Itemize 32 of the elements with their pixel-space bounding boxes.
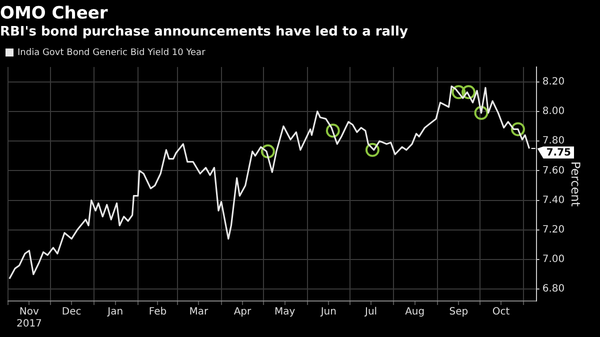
y-axis-title: Percent bbox=[568, 161, 583, 207]
point bbox=[326, 124, 340, 138]
point bbox=[462, 85, 476, 100]
chart-title: OMO Cheer bbox=[0, 4, 108, 24]
point bbox=[474, 106, 488, 120]
point bbox=[260, 144, 275, 158]
x-tick-label: Oct bbox=[492, 306, 510, 318]
y-tick-label: 7.60 bbox=[542, 165, 565, 176]
point bbox=[452, 85, 466, 100]
y-tick-label: 7.00 bbox=[542, 254, 565, 266]
legend-label: India Govt Bond Generic Bid Yield 10 Year bbox=[18, 48, 206, 58]
annotation: 7.75 bbox=[546, 148, 572, 159]
x-tick-label: Jul bbox=[364, 306, 378, 318]
point bbox=[510, 122, 525, 136]
y-tick-label: 7.40 bbox=[542, 194, 565, 206]
chart-subtitle: RBI's bond purchase announcements have led to a rally bbox=[0, 24, 408, 40]
x-tick-label: Aug bbox=[405, 306, 425, 318]
x-tick-label: Dec bbox=[62, 306, 82, 318]
y-tick-label: 7.80 bbox=[542, 136, 565, 147]
point bbox=[365, 142, 380, 157]
x-tick-label: May bbox=[274, 306, 296, 318]
y-tick-label: 8.00 bbox=[542, 106, 565, 118]
x-tick-label: Jun bbox=[320, 306, 336, 318]
x-tick-label: Sep bbox=[449, 306, 468, 318]
y-tick-label: 8.20 bbox=[542, 76, 565, 88]
y-tick-label: 6.80 bbox=[542, 284, 565, 295]
x-tick-label: Apr bbox=[234, 306, 252, 318]
x-tick-label: Mar bbox=[189, 306, 210, 318]
x-tick-label: Feb bbox=[148, 306, 167, 318]
x-tick-label: Nov 2017 bbox=[16, 306, 42, 330]
x-tick-label: Jan bbox=[106, 306, 124, 318]
y-tick-label: 7.20 bbox=[542, 224, 565, 236]
